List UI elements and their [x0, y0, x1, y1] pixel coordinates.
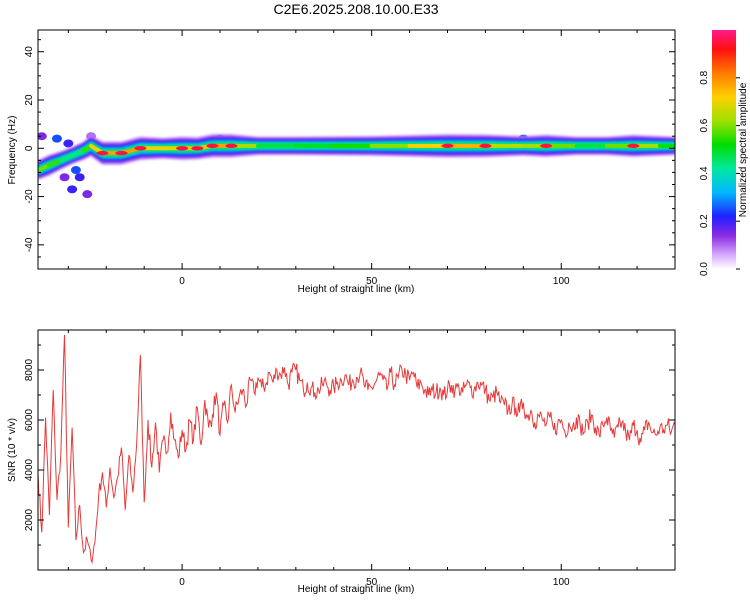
x-tick-label: 100	[553, 577, 570, 588]
heatmap-patch	[63, 139, 74, 148]
heatmap-patch	[74, 173, 85, 182]
spectrogram-panel: 0 50 100 -40 -20 0 20 40 Height of straight li…	[7, 29, 676, 295]
colorbar-tick-label: 0.8	[699, 70, 710, 84]
heatmap-ridge-segment	[58, 153, 75, 163]
x-tick-label: 50	[366, 577, 378, 588]
spectrogram-x-ticks: 0 50 100	[67, 30, 676, 287]
heatmap-peak	[627, 143, 640, 149]
spectrogram-x-axis-title: Height of straight line (km)	[298, 284, 415, 295]
heatmap-peak	[96, 150, 109, 156]
heatmap-patch	[38, 132, 47, 141]
x-tick-label: 100	[553, 276, 570, 287]
heatmap-ridge-segment	[47, 158, 63, 168]
heatmap-ridge-segment	[70, 148, 86, 158]
colorbar-tick-label: 0.6	[699, 118, 710, 132]
y-tick-label: -40	[24, 237, 35, 252]
snr-series-line	[38, 334, 675, 565]
y-tick-label: 4000	[24, 458, 35, 481]
x-tick-label: 0	[179, 276, 185, 287]
chart-title: C2E6.2025.208.10.00.E33	[273, 1, 438, 17]
y-tick-label: 2000	[24, 508, 35, 531]
snr-y-axis-title: SNR (10 * v/v)	[7, 418, 18, 482]
heatmap-peak	[191, 146, 204, 151]
snr-y-ticks: 2000 4000 6000 8000	[24, 344, 675, 546]
heatmap-peak	[115, 150, 128, 156]
heatmap-patch	[51, 134, 62, 143]
colorbar: 0.0 0.2 0.4 0.6 0.8 Normalized spectral ampl…	[699, 30, 749, 276]
heatmap-peak	[176, 146, 189, 151]
y-tick-label: 6000	[24, 408, 35, 431]
colorbar-gradient	[712, 30, 736, 269]
y-tick-label: 8000	[24, 358, 35, 381]
snr-panel: 0 50 100 2000 4000 6000 8000 Height of straig…	[7, 329, 676, 595]
heatmap-peak	[206, 143, 219, 149]
spectrogram-heatmap	[38, 132, 675, 199]
snr-plot-area	[38, 330, 675, 570]
spectrogram-frame	[37, 29, 676, 270]
x-tick-label: 50	[366, 276, 378, 287]
heatmap-patch	[67, 185, 78, 194]
y-tick-label: 20	[24, 94, 35, 106]
colorbar-title: Normalized spectral amplitude	[738, 82, 749, 217]
heatmap-ridge-segment	[38, 163, 52, 173]
heatmap-peak	[441, 143, 454, 149]
heatmap-patch	[70, 166, 81, 175]
heatmap-patch	[82, 190, 93, 199]
spectrogram-y-ticks: -40 -20 0 20 40	[24, 39, 675, 270]
x-tick-label: 0	[179, 577, 185, 588]
colorbar-ticks: 0.0 0.2 0.4 0.6 0.8	[699, 70, 740, 276]
colorbar-tick-label: 0.4	[699, 166, 710, 180]
snr-x-ticks: 0 50 100	[67, 330, 676, 588]
colorbar-tick-label: 0.2	[699, 214, 710, 228]
heatmap-peak	[540, 143, 553, 149]
spectrogram-y-axis-title: Frequency (Hz)	[7, 116, 18, 185]
heatmap-peak	[225, 143, 238, 149]
y-tick-label: -20	[24, 189, 35, 204]
heatmap-peak	[134, 146, 147, 151]
y-tick-label: 40	[24, 46, 35, 58]
snr-frame	[37, 329, 676, 571]
snr-x-axis-title: Height of straight line (km)	[298, 584, 415, 595]
y-tick-label: 0	[24, 145, 35, 151]
heatmap-peak	[479, 143, 492, 149]
colorbar-tick-label: 0.0	[699, 262, 710, 276]
heatmap-patch	[59, 173, 70, 182]
